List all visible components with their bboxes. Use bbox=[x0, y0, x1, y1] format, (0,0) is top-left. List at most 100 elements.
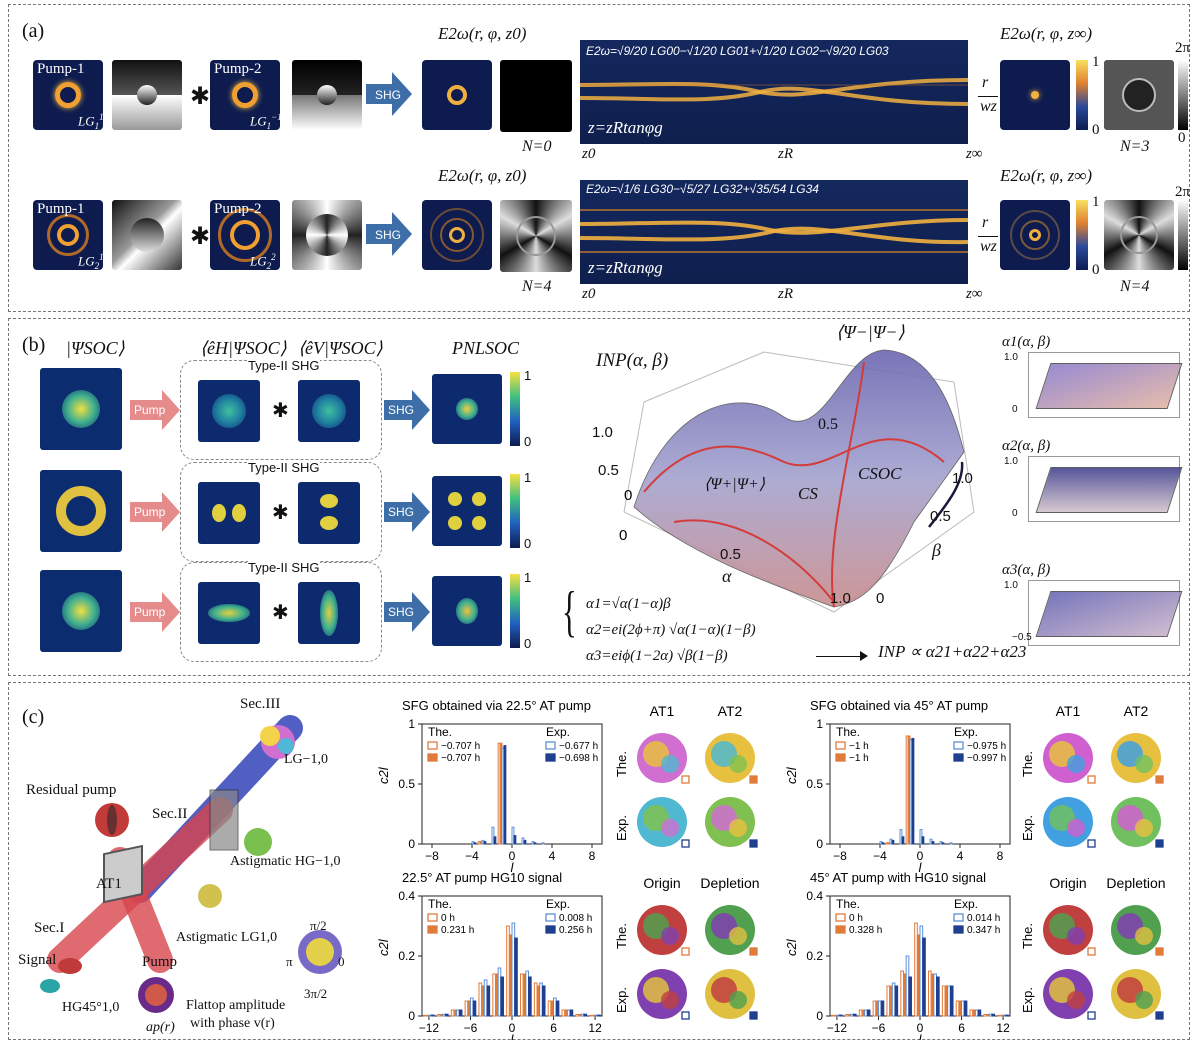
mini-z-bot: 0 bbox=[1012, 508, 1018, 519]
shg-arrow-b-text: SHG bbox=[388, 505, 414, 519]
shg-text-row1: SHG bbox=[375, 88, 401, 102]
wheel-left: π bbox=[286, 954, 293, 969]
bar bbox=[894, 985, 899, 1017]
legend-swatch bbox=[427, 753, 438, 762]
r-over-w-line-row2 bbox=[978, 236, 998, 237]
beam-marker bbox=[681, 839, 690, 848]
row-label-exp: Exp. bbox=[1020, 815, 1035, 841]
far-field-phase-row1 bbox=[1104, 60, 1174, 130]
panel-c-label: (c) bbox=[22, 706, 45, 728]
pump1-mode-row1: LG11 bbox=[78, 112, 104, 131]
bar bbox=[458, 1009, 463, 1017]
legend-entry: 0 h bbox=[849, 913, 863, 924]
pump-arrow: Pump bbox=[130, 592, 180, 632]
x-tick-label: −6 bbox=[872, 1021, 886, 1035]
ap-label: ap(r) bbox=[146, 1020, 175, 1035]
beam-pattern-core bbox=[661, 819, 679, 837]
panel-b bbox=[8, 318, 1190, 676]
bar bbox=[493, 836, 497, 845]
type2-label: Type-II SHG bbox=[248, 358, 320, 373]
legend-entry: 0.256 h bbox=[559, 925, 592, 936]
x-tick-label: 12 bbox=[996, 1021, 1010, 1035]
legend-group-label: The. bbox=[836, 725, 860, 739]
phase-top-row2: 2π bbox=[1175, 184, 1191, 200]
bar bbox=[569, 1009, 574, 1017]
bar bbox=[541, 842, 545, 845]
beta-tick-1: 0.5 bbox=[930, 508, 951, 525]
beam-pattern-core bbox=[729, 755, 747, 773]
bar bbox=[949, 842, 953, 845]
col-eh: ⟨êH|ΨSOC⟩ bbox=[200, 338, 287, 358]
x-axis-label: l bbox=[511, 860, 515, 875]
convolution-star-b: ✱ bbox=[272, 502, 289, 524]
legend-swatch bbox=[427, 913, 438, 922]
legend-swatch bbox=[545, 753, 556, 762]
chart-title: SFG obtained via 22.5° AT pump bbox=[402, 698, 591, 713]
beam-marker bbox=[1087, 947, 1096, 956]
pump1-mode-row2: LG21 bbox=[78, 252, 104, 271]
surface-plot: 0 0 bbox=[619, 349, 975, 613]
eh-beam bbox=[198, 380, 260, 442]
astig-hg-label: Astigmatic HG−1,0 bbox=[230, 854, 341, 869]
pump-label: Pump bbox=[142, 954, 178, 970]
x-tick-label: −4 bbox=[465, 849, 479, 863]
x-tick-label: −4 bbox=[873, 849, 887, 863]
brace: { bbox=[562, 581, 577, 643]
r-label-row1: r bbox=[982, 74, 989, 91]
mini-z-top: 1.0 bbox=[1004, 580, 1018, 591]
bar bbox=[541, 985, 546, 1017]
y-axis-label: c2l bbox=[784, 938, 799, 956]
y-tick-label: 0 bbox=[408, 1009, 415, 1023]
propagation-map-row1: E2ω=√9/20 LG00−√1/20 LG01+√1/20 LG02−√9/… bbox=[579, 40, 969, 144]
beta-tick-2: 1.0 bbox=[952, 470, 973, 487]
bar bbox=[880, 1000, 885, 1017]
shg-arrow-b: SHG bbox=[384, 592, 430, 632]
beam-marker bbox=[1155, 775, 1164, 784]
pump-arrow: Pump bbox=[130, 492, 180, 532]
wheel-top: π/2 bbox=[310, 918, 327, 933]
convolution-star-b: ✱ bbox=[272, 602, 289, 624]
colorbar-row1 bbox=[1076, 60, 1088, 130]
zr-row1: zR bbox=[778, 146, 793, 162]
chart-title: 45° AT pump with HG10 signal bbox=[810, 870, 986, 885]
result-arrow-head bbox=[860, 651, 868, 661]
phase-top-row1: 2π bbox=[1175, 40, 1191, 56]
phase-cbar-row2 bbox=[1178, 200, 1188, 270]
pump-arrow-text: Pump bbox=[134, 403, 166, 417]
mini-z-top: 1.0 bbox=[1004, 456, 1018, 467]
propagation-map-row2: E2ω=√1/6 LG30−√5/27 LG32+√35/54 LG34 z=z… bbox=[579, 180, 969, 284]
bar bbox=[500, 976, 504, 1017]
hg-label: HG45°1,0 bbox=[62, 1000, 120, 1015]
grid-header-1: Origin bbox=[1049, 875, 1086, 891]
beam-pattern-core bbox=[1135, 991, 1153, 1009]
bar bbox=[941, 842, 945, 845]
colorbar-b bbox=[510, 372, 520, 446]
cbar-b-top: 1 bbox=[524, 570, 532, 585]
y-tick-label: 0.5 bbox=[398, 777, 415, 791]
pump2-mode-row2: LG22 bbox=[250, 252, 276, 271]
colorbar-row2 bbox=[1076, 200, 1088, 270]
phase-plate-row1-a bbox=[112, 60, 182, 130]
eh-beam bbox=[198, 582, 260, 644]
grid-header-2: AT2 bbox=[1124, 703, 1149, 719]
row-label-the: The. bbox=[1020, 923, 1035, 949]
cs-label: CS bbox=[798, 484, 818, 503]
bar bbox=[839, 1014, 843, 1017]
x-tick-label: 6 bbox=[550, 1021, 557, 1035]
legend-group-label: The. bbox=[836, 897, 860, 911]
y-axis-label: c2l bbox=[784, 766, 799, 784]
x-axis-label: l bbox=[919, 1032, 923, 1040]
legend-swatch bbox=[835, 925, 846, 934]
x-tick-label: 6 bbox=[958, 1021, 965, 1035]
wheel-bottom: 3π/2 bbox=[304, 986, 328, 1001]
row-label-the: The. bbox=[1020, 751, 1035, 777]
n-left-row2: N=4 bbox=[522, 278, 552, 295]
n-left-row1: N=0 bbox=[522, 138, 552, 155]
legend-swatch bbox=[953, 925, 964, 934]
x-axis-label: l bbox=[919, 860, 923, 875]
beam-marker bbox=[749, 1011, 758, 1020]
cbar-bot-row1: 0 bbox=[1092, 122, 1100, 138]
x-tick-label: 4 bbox=[957, 849, 964, 863]
legend-swatch bbox=[545, 925, 556, 934]
setup-schematic bbox=[40, 715, 342, 1013]
